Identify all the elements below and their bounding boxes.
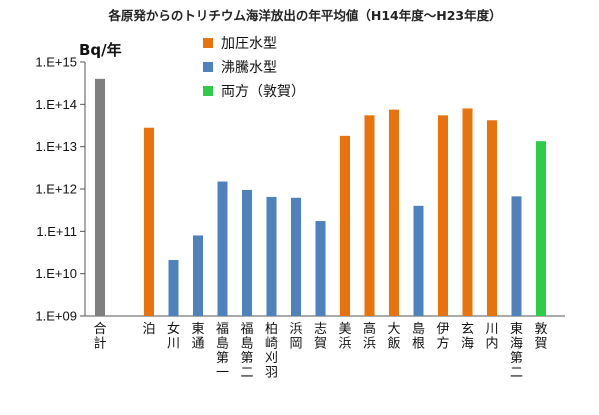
category-label: 玄海 bbox=[461, 322, 474, 352]
y-tick-label: 1.E+15 bbox=[35, 55, 77, 70]
y-tick-label: 1.E+11 bbox=[36, 224, 77, 239]
bar-柏崎刈羽 bbox=[266, 196, 277, 316]
category-label: 福島第一 bbox=[216, 322, 229, 381]
category-label: 東通 bbox=[191, 321, 204, 352]
category-label: 柏崎刈羽 bbox=[265, 322, 278, 381]
category-label: 女川 bbox=[167, 321, 180, 352]
bar-玄海 bbox=[462, 108, 473, 317]
category-label: 川内 bbox=[485, 322, 498, 352]
bar-福島第一 bbox=[217, 181, 228, 316]
y-tick-label: 1.E+13 bbox=[35, 139, 77, 154]
category-label: 志賀 bbox=[314, 322, 327, 352]
category-label: 美浜 bbox=[338, 322, 351, 352]
bar-福島第二 bbox=[242, 189, 252, 316]
y-axis-unit-label: Bq/年 bbox=[79, 41, 122, 59]
category-label: 福島第二 bbox=[240, 322, 253, 381]
category-label: 島根 bbox=[412, 322, 425, 352]
legend-swatch bbox=[203, 38, 213, 48]
legend-label: 沸騰水型 bbox=[221, 59, 277, 76]
bar-島根 bbox=[413, 205, 424, 316]
bar-東通 bbox=[193, 235, 203, 316]
bar-志賀 bbox=[315, 221, 326, 316]
bar-泊 bbox=[144, 127, 154, 317]
bar-東海第二 bbox=[511, 196, 522, 316]
y-tick-label: 1.E+09 bbox=[35, 309, 77, 324]
category-label: 合計 bbox=[93, 322, 106, 352]
category-label: 大飯 bbox=[387, 322, 400, 352]
bar-伊方 bbox=[438, 115, 448, 316]
category-label: 敦賀 bbox=[534, 321, 547, 352]
y-tick-label: 1.E+10 bbox=[35, 266, 77, 281]
legend-swatch bbox=[203, 62, 213, 72]
category-label-group: 合計 泊 女川東通福島第一福島第二柏崎刈羽浜岡志賀美浜高浜大飯島根伊方玄海川内東海第… bbox=[93, 321, 547, 381]
bar-浜岡 bbox=[291, 197, 301, 316]
bar-合計 bbox=[95, 78, 105, 316]
category-label: 伊方 bbox=[436, 322, 449, 352]
legend-swatch bbox=[203, 86, 213, 96]
chart-title: 各原発からのトリチウム海洋放出の年平均値（H14年度～H23年度） bbox=[107, 8, 501, 23]
bar-川内 bbox=[487, 120, 497, 317]
bar-敦賀 bbox=[536, 141, 546, 316]
y-tick-label: 1.E+14 bbox=[35, 97, 77, 112]
bar-美浜 bbox=[340, 135, 350, 316]
category-label: 泊 bbox=[142, 322, 155, 337]
category-label: 高浜 bbox=[363, 321, 376, 352]
bar-高浜 bbox=[364, 115, 375, 316]
category-label: 東海第二 bbox=[510, 321, 523, 381]
legend-label: 加圧水型 bbox=[221, 36, 277, 52]
legend-label: 両方（敦賀） bbox=[221, 84, 305, 100]
y-tick-label: 1.E+12 bbox=[35, 182, 77, 197]
y-tick-group: 1.E+15 1.E+14 1.E+13 1.E+12 1.E+11 1.E+10 1.E+… bbox=[35, 55, 85, 324]
bar-大飯 bbox=[389, 109, 399, 316]
category-label: 浜岡 bbox=[289, 322, 302, 352]
bar-女川 bbox=[168, 260, 179, 316]
bar-group bbox=[95, 78, 546, 317]
